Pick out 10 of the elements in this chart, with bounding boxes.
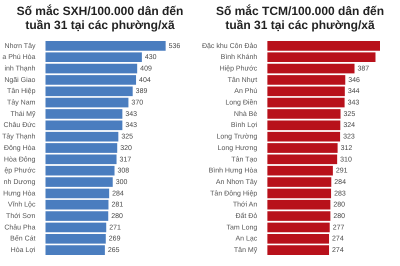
chart-title: Số mắc TCM/100.000 dân đến tuần 31 tại các phường/xã: [214, 3, 386, 34]
bar: [267, 41, 380, 51]
bar: [45, 200, 108, 210]
chart-title: Số mắc SXH/100.000 dân đến tuần 31 tại các phường/xã: [16, 3, 184, 34]
bar: [45, 41, 166, 51]
bar: [267, 245, 330, 255]
bar: [45, 245, 105, 255]
bar: [267, 86, 345, 96]
bar: [45, 86, 133, 96]
bar: [267, 200, 330, 210]
